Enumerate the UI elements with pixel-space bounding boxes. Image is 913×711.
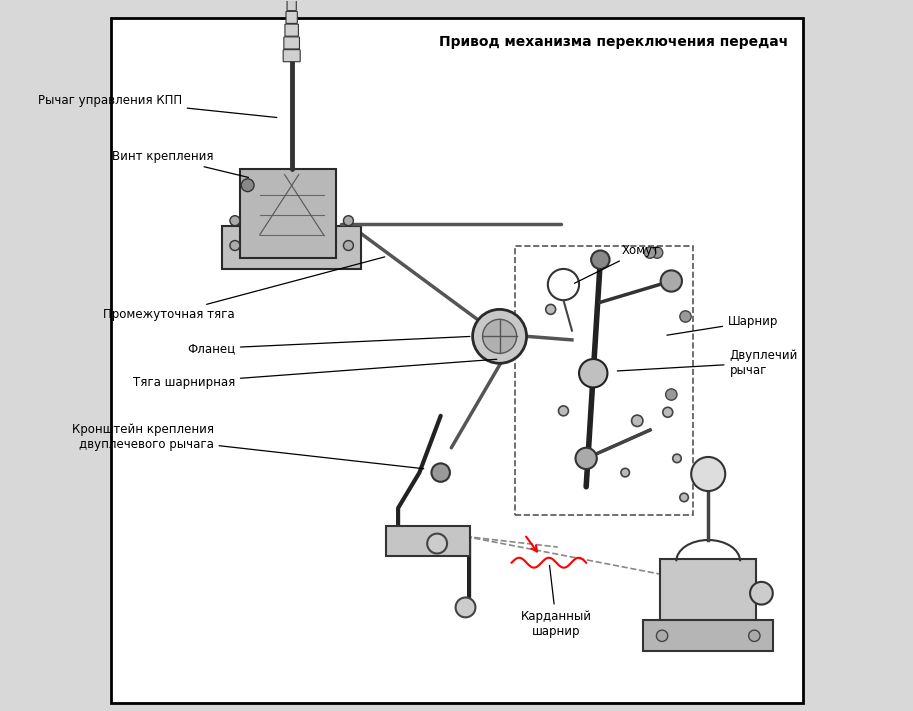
Circle shape [680, 493, 688, 502]
FancyBboxPatch shape [386, 526, 470, 555]
Circle shape [632, 415, 643, 427]
Circle shape [343, 240, 353, 250]
Circle shape [621, 469, 629, 477]
FancyBboxPatch shape [284, 37, 299, 49]
Circle shape [230, 240, 240, 250]
Circle shape [673, 454, 681, 463]
Circle shape [661, 270, 682, 292]
Text: Привод механизма переключения передач: Привод механизма переключения передач [439, 35, 789, 49]
Circle shape [591, 250, 610, 269]
Text: Фланец: Фланец [187, 336, 470, 355]
Text: Рычаг управления КПП: Рычаг управления КПП [37, 94, 277, 117]
Circle shape [579, 359, 607, 387]
Circle shape [432, 464, 450, 482]
FancyBboxPatch shape [240, 169, 336, 258]
Text: Тяга шарнирная: Тяга шарнирная [132, 359, 497, 389]
Circle shape [473, 309, 527, 363]
Text: Двуплечий
рычаг: Двуплечий рычаг [617, 348, 798, 377]
Text: Хомут: Хомут [574, 244, 659, 283]
Text: Промежуточная тяга: Промежуточная тяга [103, 257, 384, 321]
FancyBboxPatch shape [643, 620, 773, 651]
Circle shape [343, 215, 353, 225]
Circle shape [427, 534, 447, 553]
Bar [515, 245, 693, 515]
Circle shape [483, 319, 517, 353]
Circle shape [559, 406, 569, 416]
FancyBboxPatch shape [286, 11, 298, 23]
Circle shape [680, 311, 691, 322]
Circle shape [691, 457, 725, 491]
Circle shape [750, 582, 772, 604]
Text: Винт крепления: Винт крепления [112, 150, 248, 178]
Circle shape [656, 630, 667, 641]
Text: Карданный
шарнир: Карданный шарнир [520, 565, 592, 638]
Circle shape [663, 407, 673, 417]
FancyBboxPatch shape [287, 0, 297, 11]
Circle shape [645, 247, 656, 258]
Circle shape [575, 448, 597, 469]
Text: Шарнир: Шарнир [667, 315, 779, 335]
Circle shape [666, 389, 677, 400]
Circle shape [456, 597, 476, 617]
FancyBboxPatch shape [285, 24, 299, 36]
FancyBboxPatch shape [222, 225, 362, 269]
Circle shape [652, 247, 663, 258]
Circle shape [230, 215, 240, 225]
FancyBboxPatch shape [283, 50, 300, 62]
Circle shape [241, 178, 254, 191]
FancyBboxPatch shape [660, 559, 757, 634]
Circle shape [546, 304, 556, 314]
Text: Кронштейн крепления
двуплечевого рычага: Кронштейн крепления двуплечевого рычага [71, 423, 424, 469]
Circle shape [749, 630, 760, 641]
